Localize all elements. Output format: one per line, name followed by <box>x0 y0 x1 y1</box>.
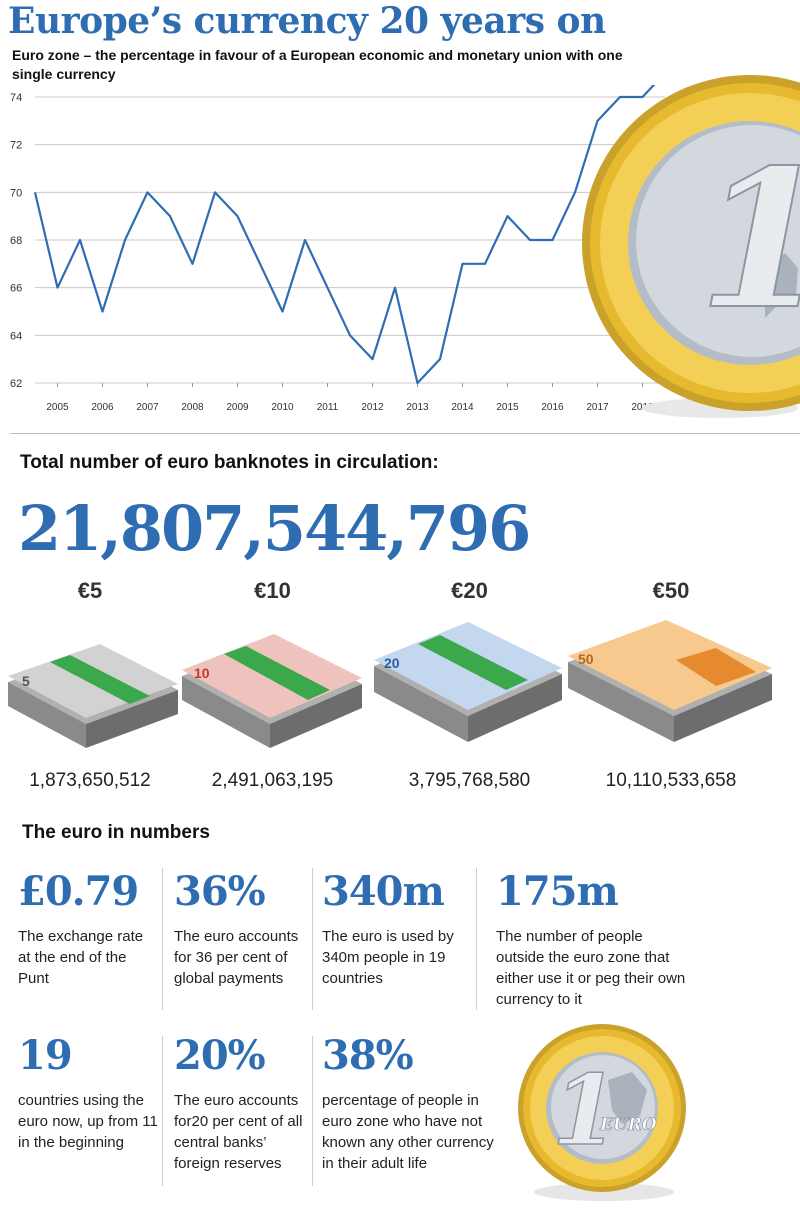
section-divider <box>10 433 800 434</box>
note-10: €10 10 2,491,063,195 <box>180 578 365 791</box>
column-divider <box>312 868 313 1010</box>
note-count: 10,110,533,658 <box>605 770 737 791</box>
chart-subtitle: Euro zone – the percentage in favour of … <box>12 47 623 82</box>
x-tick-label: 2015 <box>496 402 519 413</box>
svg-text:10: 10 <box>194 665 210 681</box>
stat-value: £0.79 <box>18 868 139 915</box>
stat-description: The euro is used by 340m people in 19 co… <box>322 928 454 987</box>
note-count: 3,795,768,580 <box>408 770 531 791</box>
stat-description: The exchange rate at the end of the Punt <box>18 928 144 987</box>
y-tick-label: 74 <box>10 92 22 104</box>
stat-reserves: 20% The euro accounts for20 per cent of … <box>174 1032 309 1174</box>
note-count: 2,491,063,195 <box>211 770 334 791</box>
page-title: Europe’s currency 20 years on <box>8 0 606 42</box>
x-tick-label: 2005 <box>46 402 69 413</box>
note-5: €5 5 1,873,650,512 <box>0 578 180 791</box>
stat-global-payments: 36% The euro accounts for 36 per cent of… <box>174 868 309 989</box>
series-line <box>33 85 656 385</box>
coin-numeral: 1 <box>552 1054 619 1167</box>
column-divider <box>162 1036 163 1186</box>
stat-description: The euro accounts for 36 per cent of glo… <box>174 928 299 987</box>
stat-value: 36% <box>174 868 266 915</box>
y-tick-label: 72 <box>10 140 22 152</box>
x-tick-label: 2008 <box>181 402 204 413</box>
column-divider <box>312 1036 313 1186</box>
stat-value: 340m <box>322 868 445 915</box>
note-denomination: €20 <box>451 578 488 603</box>
x-tick-label: 2009 <box>226 402 249 413</box>
x-tick-label: 2011 <box>317 402 339 413</box>
x-tick-label: 2007 <box>136 402 159 413</box>
stat-people-using: 340m The euro is used by 340m people in … <box>322 868 467 989</box>
x-tick-label: 2006 <box>91 402 114 413</box>
stat-description: countries using the euro now, up from 11… <box>18 1092 158 1151</box>
y-tick-label: 64 <box>10 330 22 342</box>
coin-euro-label: EURO <box>599 1115 657 1135</box>
note-denomination: €5 <box>77 578 103 603</box>
stat-outside-zone: 175m The number of people outside the eu… <box>496 868 686 1010</box>
y-tick-label: 68 <box>10 235 22 247</box>
banknote-stack-icon: 50 <box>568 620 772 742</box>
svg-text:20: 20 <box>384 655 400 671</box>
numbers-heading: The euro in numbers <box>22 822 210 843</box>
note-20: €20 20 3,795,768,580 <box>372 578 567 791</box>
stat-value: 19 <box>18 1032 73 1079</box>
banknote-stack-icon: 5 <box>8 644 178 748</box>
one-euro-coin-small: 1 EURO <box>518 1024 686 1201</box>
coin-numeral: 1 <box>698 128 800 351</box>
x-tick-label: 2010 <box>271 402 294 413</box>
stat-value: 20% <box>174 1032 266 1079</box>
banknotes-heading: Total number of euro banknotes in circul… <box>20 452 439 473</box>
note-denomination: €50 <box>652 578 690 603</box>
svg-text:50: 50 <box>578 651 594 667</box>
stat-countries: 19 countries using the euro now, up from… <box>18 1032 158 1153</box>
stat-description: The number of people outside the euro zo… <box>496 928 686 1008</box>
chart-grid <box>35 96 665 384</box>
banknotes-total: 21,807,544,796 <box>18 492 531 565</box>
chart-series <box>33 85 656 385</box>
stat-no-other-currency: 38% percentage of people in euro zone wh… <box>322 1032 507 1174</box>
banknote-stack-icon: 10 <box>182 634 362 748</box>
x-tick-label: 2013 <box>406 402 429 413</box>
x-tick-label: 2012 <box>361 402 384 413</box>
x-tick-label: 2017 <box>586 402 609 413</box>
y-tick-label: 70 <box>10 187 22 199</box>
column-divider <box>162 868 163 1010</box>
note-denomination: €10 <box>254 578 291 603</box>
stat-description: percentage of people in euro zone who ha… <box>322 1092 494 1172</box>
stat-exchange-rate: £0.79 The exchange rate at the end of th… <box>18 868 158 989</box>
stat-description: The euro accounts for20 per cent of all … <box>174 1092 303 1172</box>
x-axis: 2005 2006 2007 2008 2009 2010 2011 2012 2013 2014… <box>46 383 654 413</box>
stat-value: 175m <box>496 868 619 915</box>
x-tick-label: 2016 <box>541 402 564 413</box>
one-euro-coin-illustration: 1 <box>582 75 800 418</box>
y-tick-label: 62 <box>10 378 22 390</box>
y-tick-label: 66 <box>10 283 22 295</box>
svg-text:5: 5 <box>22 673 30 689</box>
x-tick-label: 2014 <box>451 402 474 413</box>
note-50: €50 50 10,110,533,658 <box>566 578 776 791</box>
banknote-stack-icon: 20 <box>374 622 562 742</box>
note-count: 1,873,650,512 <box>29 770 151 791</box>
column-divider <box>476 868 477 1010</box>
stat-value: 38% <box>322 1032 414 1079</box>
y-axis: 62 64 66 68 70 72 74 <box>10 92 22 390</box>
